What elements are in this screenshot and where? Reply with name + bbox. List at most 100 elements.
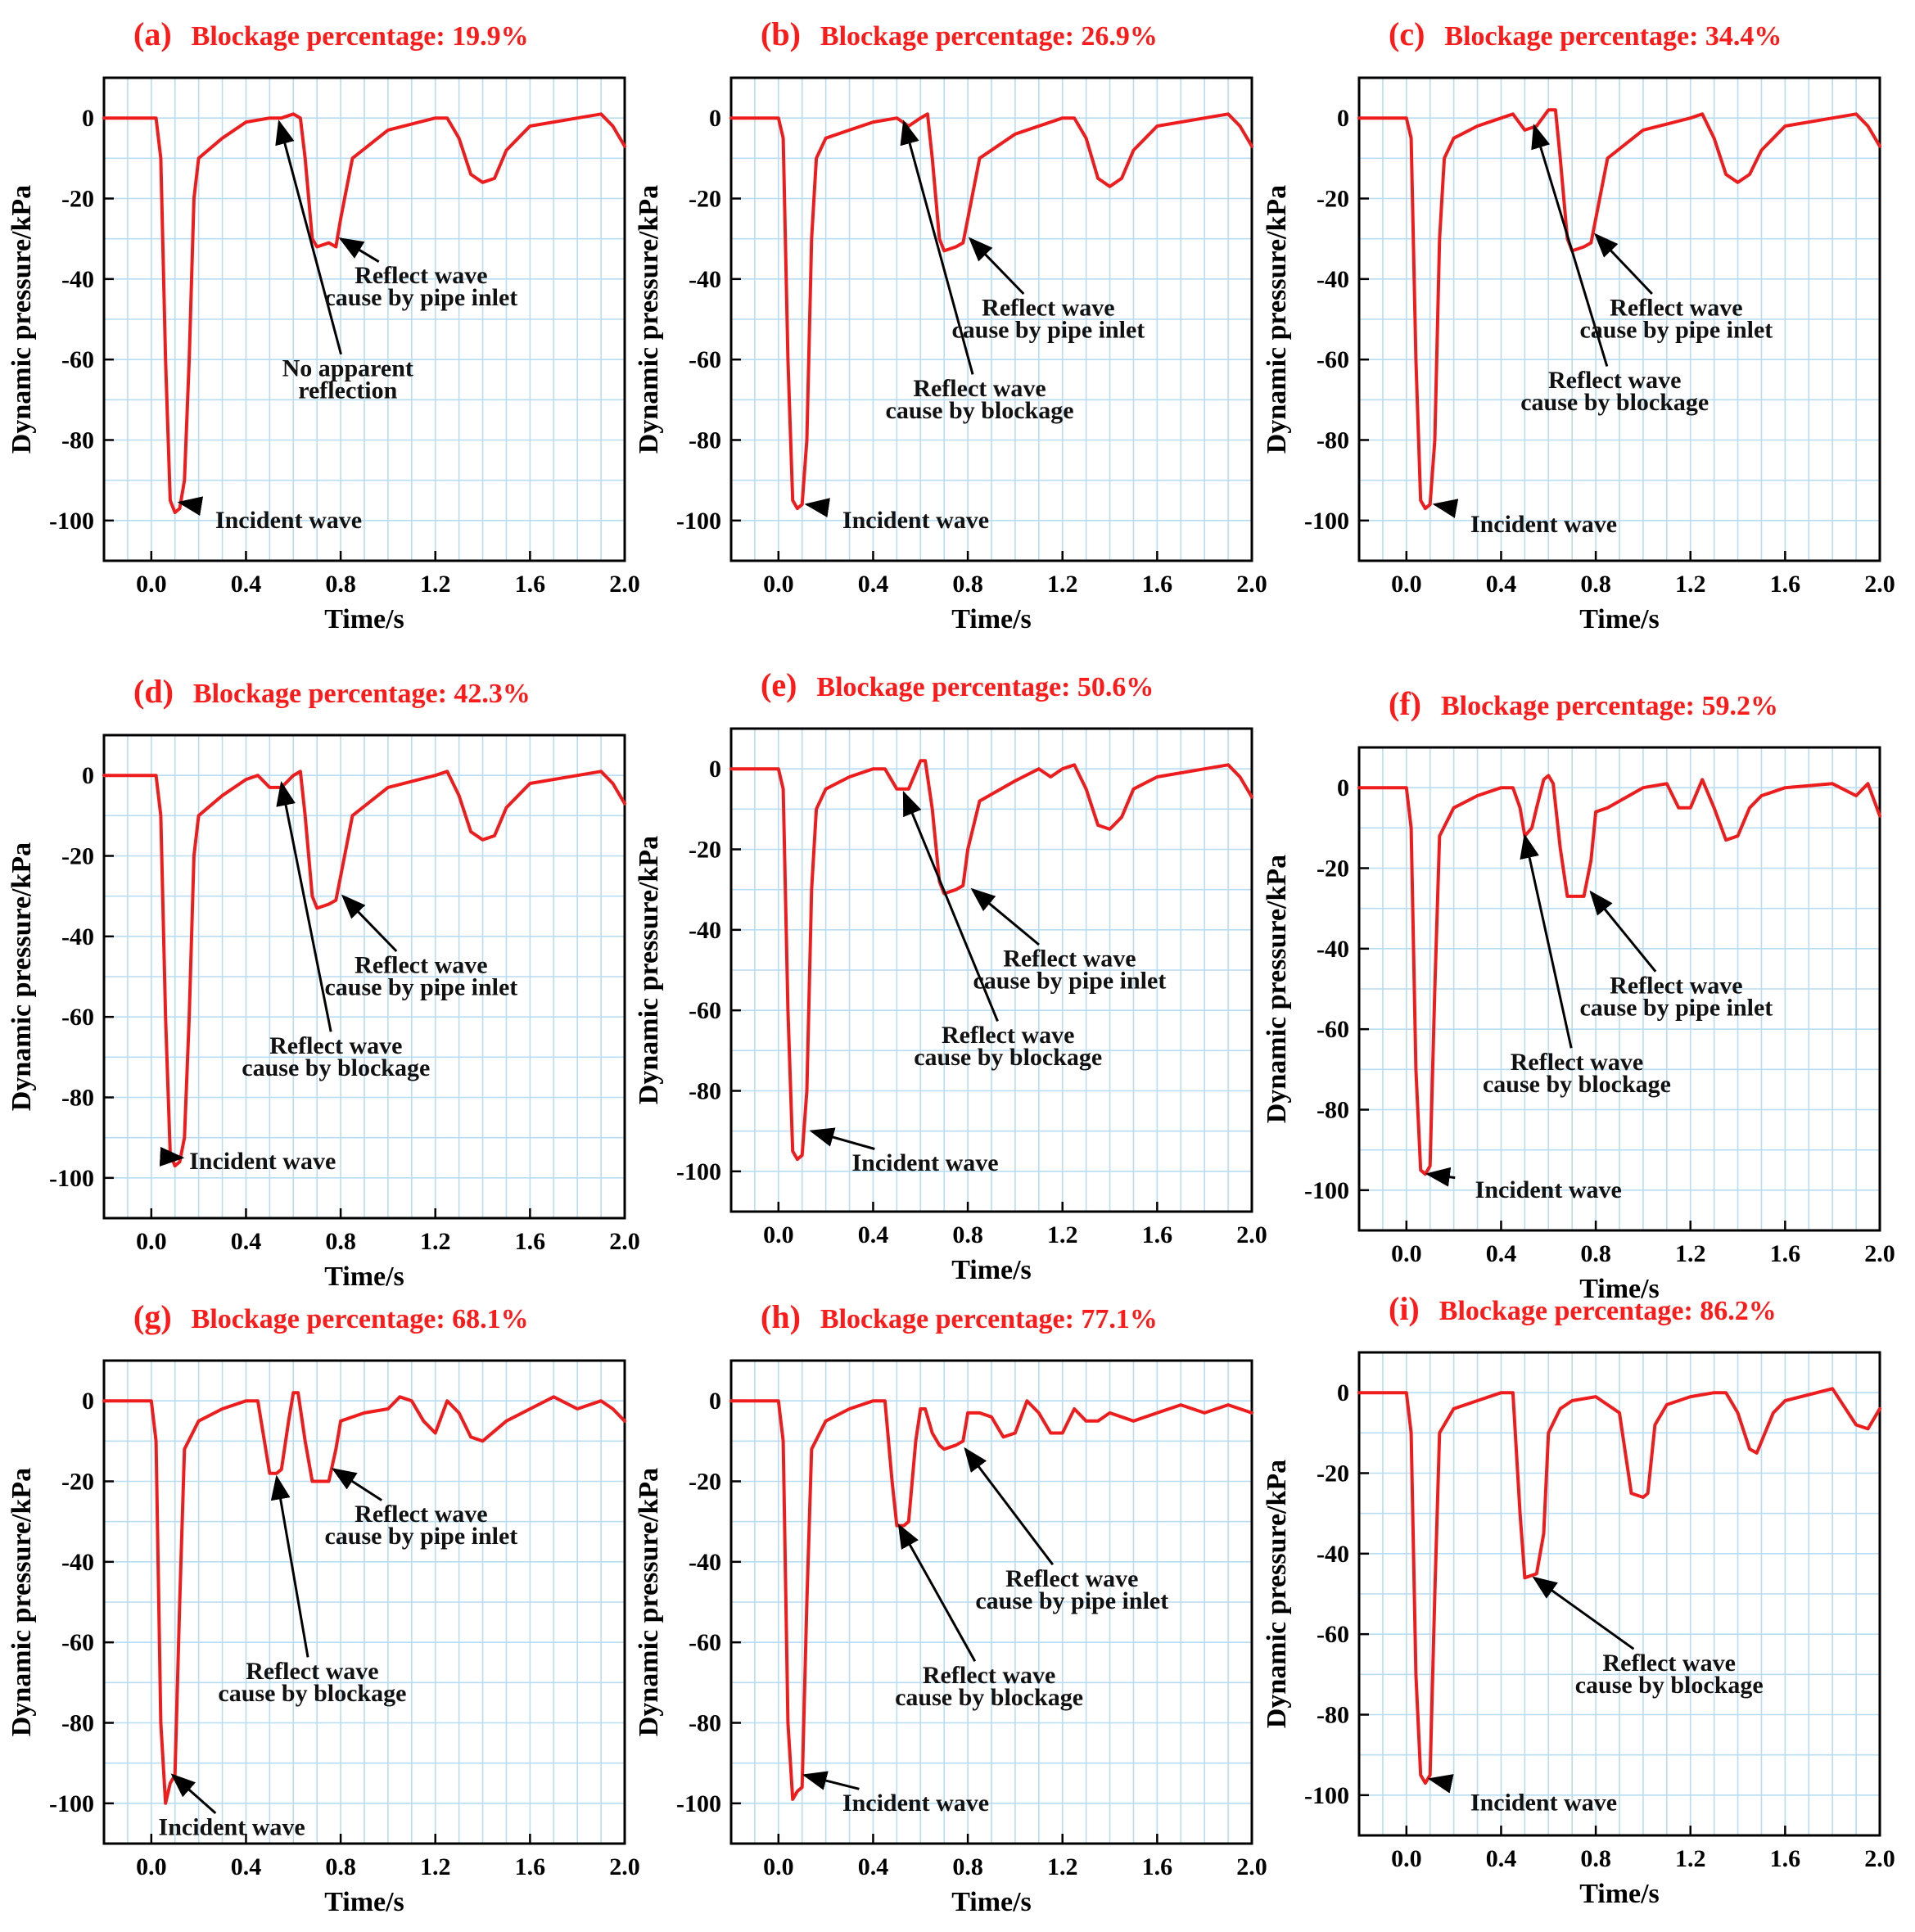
panel-letter: (g) xyxy=(133,1298,172,1335)
y-tick-label: -80 xyxy=(61,427,94,454)
annotation-line: reflection xyxy=(298,377,397,404)
annotation-label: Incident wave xyxy=(842,507,989,534)
y-tick-label: -60 xyxy=(1317,1016,1349,1043)
x-tick-label: 0.8 xyxy=(952,571,983,598)
annotation-arrow xyxy=(1531,124,1609,367)
annotation-arrow xyxy=(902,790,999,1022)
x-axis-label: Time/s xyxy=(1579,604,1660,634)
panel-letter: (c) xyxy=(1389,16,1425,52)
y-tick-label: -100 xyxy=(1304,1782,1349,1809)
annotation-label: Reflect wave cause by pipe inlet xyxy=(1579,295,1773,344)
x-tick-label: 2.0 xyxy=(1236,1221,1267,1248)
annotation-line: Reflect wave xyxy=(1511,1049,1643,1076)
annotation-label: Incident wave xyxy=(1470,511,1617,538)
annotation-line: Incident wave xyxy=(1470,511,1617,538)
annotation-arrow xyxy=(177,496,204,516)
y-tick-label: -40 xyxy=(689,266,721,293)
annotation-line: Reflect wave xyxy=(355,262,487,289)
x-tick-label: 0.0 xyxy=(763,571,794,598)
annotation-line: Reflect wave xyxy=(269,1032,402,1059)
annotation-label: Incident wave xyxy=(1470,1790,1617,1817)
x-tick-label: 0.0 xyxy=(1391,571,1422,598)
plot-frame xyxy=(1357,1351,1881,1837)
y-tick-label: -40 xyxy=(1317,936,1349,963)
y-tick-label: -20 xyxy=(61,186,94,213)
annotation-arrow xyxy=(802,1771,860,1790)
annotation-arrow xyxy=(968,237,1025,296)
panel-i: 0.0 0.4 0.8 1.2 1.6 2.0 0 -20 -40 -60 -80 -100 Time/… xyxy=(1262,1290,1895,1909)
annotation-arrow xyxy=(897,1523,977,1662)
panel-f: 0.0 0.4 0.8 1.2 1.6 2.0 0 -20 -40 -60 -80 -100 Time/… xyxy=(1262,685,1895,1304)
x-tick-label: 1.2 xyxy=(420,1228,451,1255)
annotation-label: Reflect wave cause by blockage xyxy=(1575,1650,1764,1699)
panel-caption: Blockage percentage: 59.2% xyxy=(1441,691,1778,721)
annotation-line: Reflect wave xyxy=(942,1022,1074,1049)
annotation-line: Incident wave xyxy=(851,1149,998,1176)
y-tick-label: -60 xyxy=(61,346,94,373)
panel-letter: (f) xyxy=(1389,685,1421,722)
panel-c: 0.0 0.4 0.8 1.2 1.6 2.0 0 -20 -40 -60 -80 -100 Time/… xyxy=(1262,16,1895,634)
y-tick-label: -60 xyxy=(1317,1621,1349,1648)
x-axis-label: Time/s xyxy=(324,604,404,634)
panel-title: (f) Blockage percentage: 59.2% xyxy=(1389,685,1778,722)
y-tick-label: -20 xyxy=(61,843,94,870)
annotation-line: Reflect wave xyxy=(1610,295,1742,322)
y-axis-label: Dynamic pressure/kPa xyxy=(634,836,664,1104)
plot-frame xyxy=(102,76,626,562)
annotation-label: Reflect wave cause by pipe inlet xyxy=(975,1565,1168,1614)
annotation-line: cause by blockage xyxy=(218,1680,406,1707)
x-tick-label: 0.8 xyxy=(325,1853,356,1880)
y-tick-label: -80 xyxy=(689,427,721,454)
annotation-label: Reflect wave cause by blockage xyxy=(218,1658,406,1707)
y-tick-label: -80 xyxy=(689,1078,721,1105)
panel-caption: Blockage percentage: 42.3% xyxy=(193,679,531,709)
y-axis-label: Dynamic pressure/kPa xyxy=(7,185,37,454)
y-tick-label: -40 xyxy=(61,1549,94,1576)
panel-title: (g) Blockage percentage: 68.1% xyxy=(133,1298,529,1335)
x-axis-label: Time/s xyxy=(1579,1274,1660,1304)
x-tick-label: 0.8 xyxy=(1580,1845,1611,1872)
annotation-arrow xyxy=(964,1447,1055,1566)
x-tick-label: 0.4 xyxy=(231,1228,262,1255)
y-axis-label: Dynamic pressure/kPa xyxy=(1262,855,1292,1123)
annotation-label: No apparent reflection xyxy=(282,354,413,404)
annotation-label: Reflect wave cause by pipe inlet xyxy=(1579,972,1773,1021)
annotation-line: cause by blockage xyxy=(914,1044,1102,1071)
y-tick-label: -60 xyxy=(61,1629,94,1656)
y-tick-label: -100 xyxy=(49,1790,94,1817)
x-axis-label: Time/s xyxy=(324,1887,404,1917)
x-tick-label: 0.0 xyxy=(763,1853,794,1880)
annotation-line: Incident wave xyxy=(842,507,989,534)
annotation-line: cause by blockage xyxy=(895,1684,1083,1711)
annotation-arrow xyxy=(331,1468,383,1501)
x-tick-label: 0.4 xyxy=(858,1853,889,1880)
panel-h: 0.0 0.4 0.8 1.2 1.6 2.0 0 -20 -40 -60 -80 -100 Time/… xyxy=(634,1298,1267,1917)
panel-title: (i) Blockage percentage: 86.2% xyxy=(1389,1290,1777,1327)
x-tick-label: 0.8 xyxy=(1580,571,1611,598)
y-tick-label: -100 xyxy=(1304,508,1349,535)
y-tick-label: -80 xyxy=(61,1710,94,1737)
annotation-line: Reflect wave xyxy=(1548,367,1681,394)
y-tick-label: -60 xyxy=(689,346,721,373)
panel-title: (h) Blockage percentage: 77.1% xyxy=(761,1298,1158,1335)
plot-frame xyxy=(102,1359,626,1845)
annotation-label: Incident wave xyxy=(842,1790,989,1817)
y-tick-label: -80 xyxy=(61,1085,94,1112)
x-tick-label: 0.8 xyxy=(1580,1240,1611,1267)
x-tick-label: 1.6 xyxy=(515,1228,546,1255)
y-tick-label: -40 xyxy=(1317,266,1349,293)
annotation-label: Reflect wave cause by blockage xyxy=(914,1022,1102,1071)
annotation-label: Incident wave xyxy=(215,507,362,534)
y-tick-label: 0 xyxy=(1337,105,1349,132)
annotation-line: cause by pipe inlet xyxy=(324,1523,517,1550)
x-tick-label: 1.6 xyxy=(515,571,546,598)
series-line xyxy=(1357,108,1881,511)
panel-caption: Blockage percentage: 50.6% xyxy=(816,672,1154,702)
y-tick-label: -20 xyxy=(1317,1460,1349,1487)
x-axis-label: Time/s xyxy=(951,1255,1032,1285)
series-line xyxy=(1357,1387,1881,1785)
annotation-arrow xyxy=(159,1146,185,1167)
annotation-label: Reflect wave cause by pipe inlet xyxy=(951,295,1145,344)
grid xyxy=(1358,1352,1881,1836)
